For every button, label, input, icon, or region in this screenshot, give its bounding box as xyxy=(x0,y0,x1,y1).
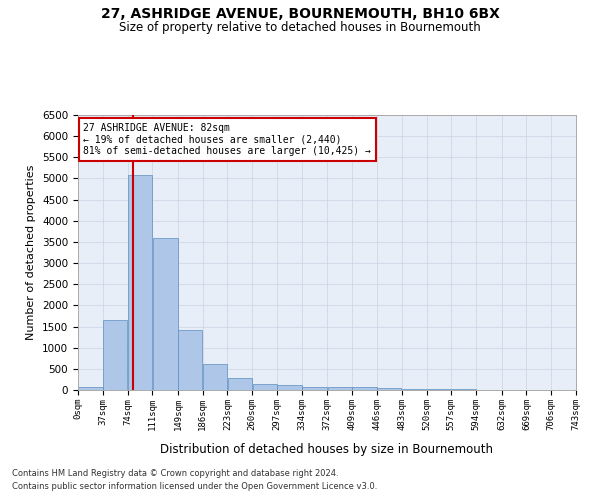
Bar xyxy=(253,384,277,390)
Bar xyxy=(78,387,103,390)
Bar xyxy=(402,388,426,390)
Bar xyxy=(103,320,127,390)
Text: 27 ASHRIDGE AVENUE: 82sqm
← 19% of detached houses are smaller (2,440)
81% of se: 27 ASHRIDGE AVENUE: 82sqm ← 19% of detac… xyxy=(83,122,371,156)
Text: Distribution of detached houses by size in Bournemouth: Distribution of detached houses by size … xyxy=(161,442,493,456)
Bar xyxy=(128,176,152,390)
Y-axis label: Number of detached properties: Number of detached properties xyxy=(26,165,37,340)
Bar xyxy=(203,364,227,390)
Text: 27, ASHRIDGE AVENUE, BOURNEMOUTH, BH10 6BX: 27, ASHRIDGE AVENUE, BOURNEMOUTH, BH10 6… xyxy=(101,8,499,22)
Bar xyxy=(152,238,178,390)
Text: Size of property relative to detached houses in Bournemouth: Size of property relative to detached ho… xyxy=(119,21,481,34)
Bar xyxy=(328,388,352,390)
Bar xyxy=(277,386,302,390)
Bar xyxy=(427,389,451,390)
Bar xyxy=(377,388,401,390)
Bar xyxy=(352,387,377,390)
Bar xyxy=(302,386,327,390)
Bar xyxy=(228,378,252,390)
Text: Contains public sector information licensed under the Open Government Licence v3: Contains public sector information licen… xyxy=(12,482,377,491)
Bar xyxy=(178,330,202,390)
Text: Contains HM Land Registry data © Crown copyright and database right 2024.: Contains HM Land Registry data © Crown c… xyxy=(12,468,338,477)
